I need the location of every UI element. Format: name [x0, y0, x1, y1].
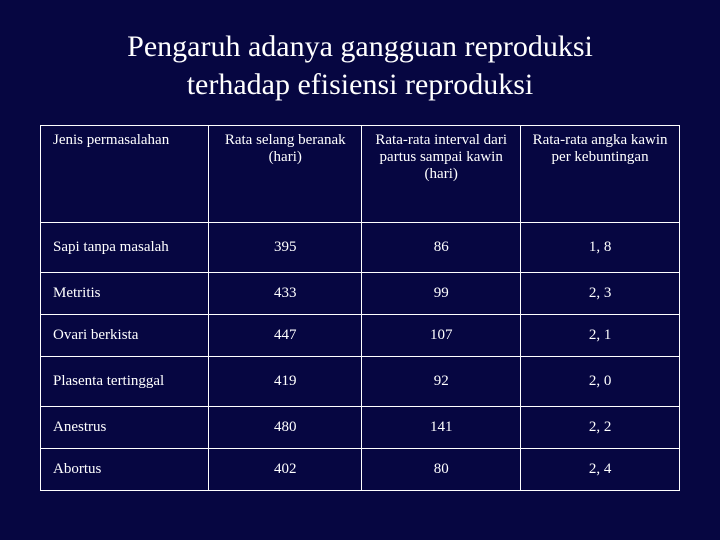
- title-line-1: Pengaruh adanya gangguan reproduksi: [127, 30, 593, 63]
- table-row: Ovari berkista4471072, 1: [41, 315, 680, 357]
- row-value: 2, 3: [521, 273, 680, 315]
- title-line-2: terhadap efisiensi reproduksi: [187, 68, 534, 101]
- row-value: 419: [209, 357, 362, 407]
- row-value: 2, 2: [521, 407, 680, 449]
- row-value: 433: [209, 273, 362, 315]
- table-row: Anestrus4801412, 2: [41, 407, 680, 449]
- row-label: Metritis: [41, 273, 209, 315]
- slide-title: Pengaruh adanya gangguan reproduksi terh…: [40, 28, 680, 103]
- row-value: 447: [209, 315, 362, 357]
- row-label: Abortus: [41, 449, 209, 491]
- table-row: Metritis433992, 3: [41, 273, 680, 315]
- slide: Pengaruh adanya gangguan reproduksi terh…: [0, 0, 720, 540]
- row-value: 2, 0: [521, 357, 680, 407]
- col-header-2: Rata-rata interval dari partus sampai ka…: [362, 126, 521, 223]
- row-value: 480: [209, 407, 362, 449]
- row-value: 2, 1: [521, 315, 680, 357]
- row-value: 80: [362, 449, 521, 491]
- table-header: Jenis permasalahan Rata selang beranak (…: [41, 126, 680, 223]
- row-label: Anestrus: [41, 407, 209, 449]
- row-value: 141: [362, 407, 521, 449]
- row-value: 2, 4: [521, 449, 680, 491]
- row-value: 99: [362, 273, 521, 315]
- row-value: 107: [362, 315, 521, 357]
- row-value: 86: [362, 223, 521, 273]
- row-value: 395: [209, 223, 362, 273]
- table-row: Sapi tanpa masalah395861, 8: [41, 223, 680, 273]
- table-header-row: Jenis permasalahan Rata selang beranak (…: [41, 126, 680, 223]
- table-body: Sapi tanpa masalah395861, 8Metritis43399…: [41, 223, 680, 491]
- row-value: 402: [209, 449, 362, 491]
- row-value: 92: [362, 357, 521, 407]
- table-row: Abortus402802, 4: [41, 449, 680, 491]
- row-label: Sapi tanpa masalah: [41, 223, 209, 273]
- row-label: Ovari berkista: [41, 315, 209, 357]
- table-row: Plasenta tertinggal419922, 0: [41, 357, 680, 407]
- col-header-3: Rata-rata angka kawin per kebuntingan: [521, 126, 680, 223]
- row-label: Plasenta tertinggal: [41, 357, 209, 407]
- col-header-1: Rata selang beranak (hari): [209, 126, 362, 223]
- row-value: 1, 8: [521, 223, 680, 273]
- col-header-0: Jenis permasalahan: [41, 126, 209, 223]
- data-table: Jenis permasalahan Rata selang beranak (…: [40, 125, 680, 491]
